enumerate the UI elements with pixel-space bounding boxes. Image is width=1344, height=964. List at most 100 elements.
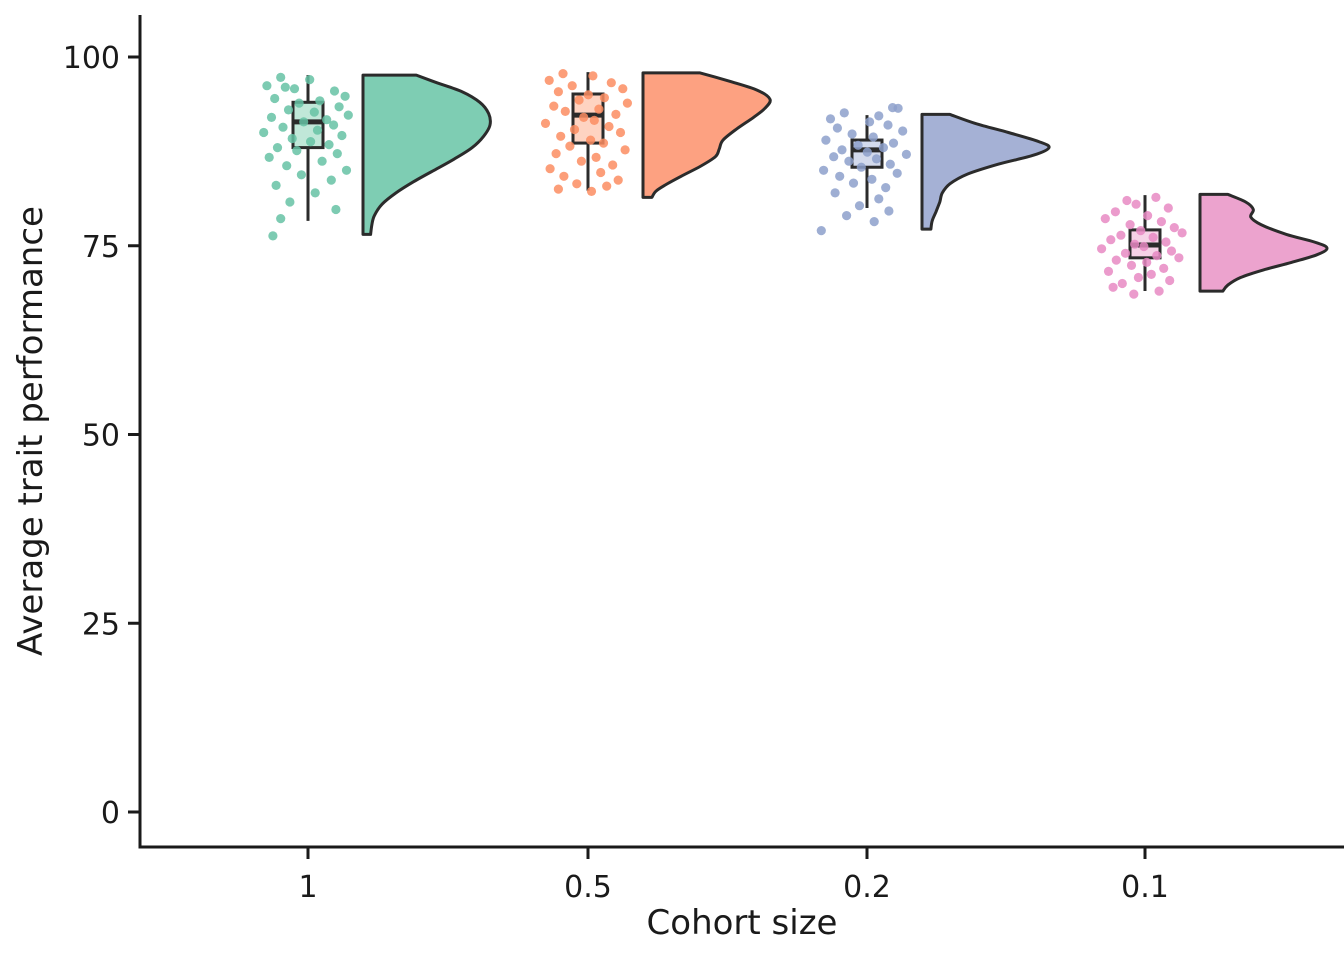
scatter-point xyxy=(599,93,610,103)
scatter-point xyxy=(1133,272,1143,283)
scatter-point xyxy=(579,112,589,122)
scatter-point xyxy=(276,72,286,82)
scatter-point xyxy=(871,154,882,164)
scatter-point xyxy=(608,160,618,170)
scatter-point xyxy=(540,118,551,128)
scatter-point xyxy=(270,93,280,104)
scatter-point xyxy=(830,188,840,198)
scatter-point xyxy=(1142,257,1152,267)
scatter-point xyxy=(572,179,582,189)
scatter-point xyxy=(262,81,272,91)
scatter-point xyxy=(1122,195,1132,206)
scatter-point xyxy=(865,117,875,127)
scatter-point xyxy=(317,156,327,166)
scatter-point xyxy=(591,152,601,162)
scatter-point xyxy=(620,145,630,155)
scatter-point xyxy=(559,171,569,181)
scatter-point xyxy=(315,96,325,106)
scatter-point xyxy=(305,75,315,85)
scatter-point xyxy=(1143,211,1153,221)
scatter-point xyxy=(1163,203,1173,213)
scatter-point xyxy=(885,159,895,169)
scatter-point xyxy=(598,138,609,148)
scatter-point xyxy=(848,178,859,188)
scatter-point xyxy=(839,108,849,118)
half-violin xyxy=(641,71,772,199)
scatter-point xyxy=(551,149,561,159)
scatter-point xyxy=(565,141,575,151)
x-tick-label: 1 xyxy=(298,870,317,905)
scatter-point xyxy=(553,87,564,97)
scatter-point xyxy=(1156,217,1166,227)
scatter-point xyxy=(574,95,584,105)
scatter-point xyxy=(1108,282,1118,292)
scatter-point xyxy=(888,138,899,148)
scatter-point xyxy=(1151,192,1161,202)
scatter-point xyxy=(334,102,344,112)
half-violin xyxy=(361,73,492,236)
scatter-point xyxy=(289,84,300,94)
scatter-point xyxy=(544,75,554,85)
scatter-point xyxy=(604,121,614,132)
scatter-point xyxy=(340,91,350,101)
scatter-point xyxy=(901,149,912,159)
scatter-point xyxy=(816,226,826,236)
scatter-point xyxy=(1159,263,1169,273)
scatter-point xyxy=(844,156,854,166)
scatter-point xyxy=(853,140,863,150)
half-violin xyxy=(920,112,1051,231)
scatter-point xyxy=(264,152,274,162)
scatter-point xyxy=(272,143,283,153)
scatter-point xyxy=(586,186,597,196)
scatter-point xyxy=(606,78,616,88)
scatter-point xyxy=(586,135,596,145)
scatter-point xyxy=(337,130,347,141)
scatter-point xyxy=(310,188,320,198)
scatter-point xyxy=(1177,228,1187,238)
scatter-point xyxy=(602,181,612,191)
scatter-point xyxy=(280,82,290,92)
scatter-point xyxy=(893,103,903,113)
scatter-point xyxy=(825,114,836,124)
scatter-point xyxy=(285,197,295,207)
scatter-point xyxy=(618,84,628,94)
scatter-point xyxy=(266,112,277,122)
scatter-point xyxy=(549,101,559,111)
scatter-point xyxy=(1106,235,1116,245)
scatter-point xyxy=(589,115,599,125)
y-tick-label: 100 xyxy=(63,41,120,76)
scatter-point xyxy=(898,126,908,136)
scatter-point xyxy=(1100,214,1110,224)
scatter-point xyxy=(1116,230,1126,240)
scatter-point xyxy=(1139,241,1149,252)
scatter-point xyxy=(842,211,852,221)
scatter-point xyxy=(1136,226,1146,236)
scatter-point xyxy=(282,161,292,171)
scatter-point xyxy=(622,98,633,108)
scatter-point xyxy=(837,145,847,155)
scatter-point xyxy=(1125,220,1135,230)
scatter-point xyxy=(569,124,580,135)
scatter-point xyxy=(332,149,342,159)
scatter-point xyxy=(556,131,566,141)
y-tick-label: 50 xyxy=(82,419,120,454)
scatter-point xyxy=(287,133,297,144)
scatter-point xyxy=(835,171,845,181)
scatter-point xyxy=(567,81,577,91)
scatter-point xyxy=(1120,248,1131,258)
scatter-point xyxy=(1130,239,1140,249)
scatter-point xyxy=(553,184,564,194)
scatter-point xyxy=(867,174,877,184)
scatter-point xyxy=(611,109,621,119)
scatter-point xyxy=(1146,269,1156,279)
scatter-point xyxy=(1148,232,1158,242)
scatter-point xyxy=(1097,244,1107,254)
scatter-point xyxy=(299,117,309,127)
scatter-point xyxy=(892,168,902,178)
scatter-point xyxy=(560,106,570,116)
scatter-point xyxy=(1161,237,1171,247)
scatter-point xyxy=(856,162,866,172)
scatter-point xyxy=(868,132,878,142)
x-tick-label: 0.2 xyxy=(843,870,891,905)
